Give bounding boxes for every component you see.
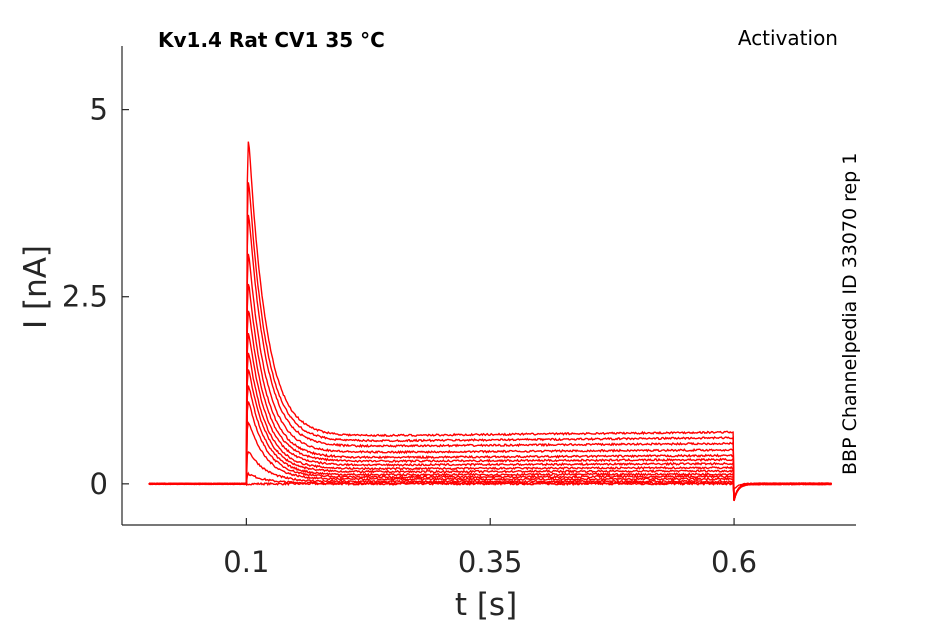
current-trace <box>148 352 833 501</box>
current-trace <box>148 332 832 501</box>
chart-title: Kv1.4 Rat CV1 35 °C <box>158 28 385 52</box>
x-tick-label: 0.1 <box>223 545 269 579</box>
y-tick-label: 0 <box>90 467 108 501</box>
current-trace <box>148 182 832 501</box>
current-trace <box>148 141 832 501</box>
current-trace <box>148 385 832 500</box>
current-trace <box>148 450 833 500</box>
x-tick-label: 0.35 <box>458 545 523 579</box>
x-tick-label: 0.6 <box>711 545 757 579</box>
current-trace <box>148 253 832 501</box>
protocol-label: Activation <box>738 26 838 50</box>
y-tick-label: 5 <box>90 93 108 127</box>
current-trace <box>148 401 832 502</box>
current-trace <box>148 214 832 500</box>
y-tick-label: 2.5 <box>62 280 108 314</box>
current-trace <box>148 369 833 501</box>
y-axis-ticks: 02.55 <box>62 93 129 501</box>
source-label: BBP Channelpedia ID 33070 rep 1 <box>839 153 861 475</box>
x-axis-label: t [s] <box>455 587 517 623</box>
x-axis-ticks: 0.1 0.35 0.6 <box>223 518 757 579</box>
trace-group <box>148 141 833 502</box>
current-trace <box>148 420 832 501</box>
current-trace <box>148 283 832 500</box>
current-trace <box>148 310 832 501</box>
y-axis-label: I [nA] <box>18 245 54 329</box>
